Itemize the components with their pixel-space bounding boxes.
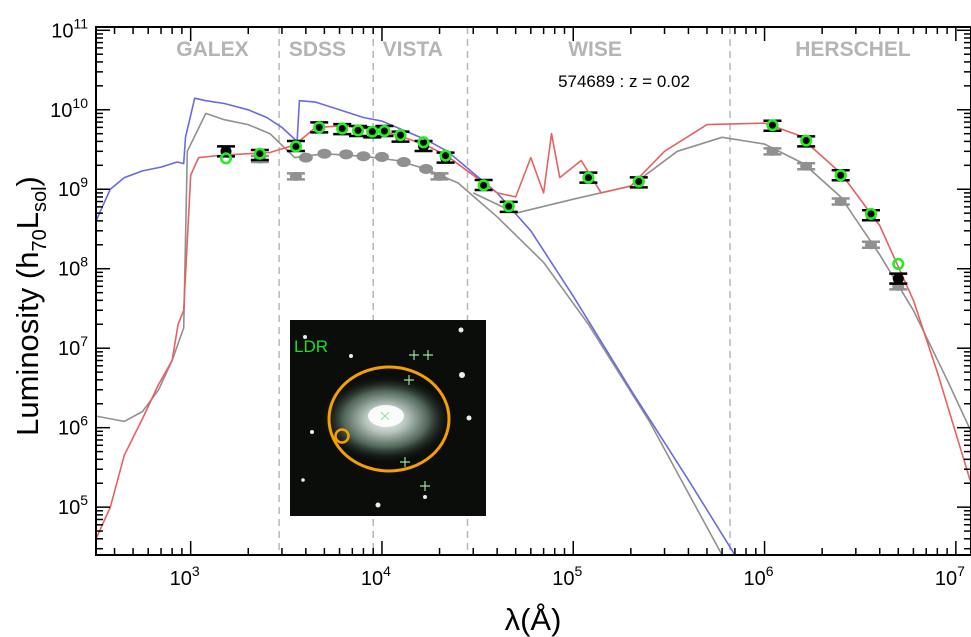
grey-continuum-point bbox=[298, 152, 313, 163]
inset-small-aperture bbox=[334, 428, 350, 444]
model-photometry-point bbox=[864, 207, 878, 220]
band-label-sdss: SDSS bbox=[289, 38, 346, 61]
inset-image: LDR bbox=[290, 320, 486, 516]
y-tick-label: 1010 bbox=[50, 95, 88, 122]
observed-photometry-point bbox=[892, 273, 904, 285]
model-photometry-point bbox=[351, 124, 365, 137]
x-axis-title: λ(Å) bbox=[505, 602, 562, 637]
model-photometry-point bbox=[219, 152, 233, 165]
grey-continuum-point bbox=[396, 157, 411, 168]
grey-photometry-point bbox=[864, 240, 877, 250]
model-photometry-point bbox=[766, 119, 779, 132]
model-photometry-point bbox=[289, 140, 303, 153]
x-tick-label: 104 bbox=[361, 563, 391, 590]
x-tick-label: 103 bbox=[170, 563, 200, 590]
y-tick-label: 108 bbox=[58, 254, 88, 281]
unattenuated-model-curve bbox=[96, 97, 736, 555]
comparison-model-curve bbox=[96, 112, 723, 555]
band-label-galex: GALEX bbox=[176, 38, 248, 61]
grey-photometry-point bbox=[433, 171, 446, 181]
model-photometry-point bbox=[439, 149, 452, 162]
grey-photometry-point bbox=[800, 161, 813, 171]
inset-galaxy-core bbox=[368, 405, 404, 427]
grey-continuum-point bbox=[339, 149, 354, 160]
grey-photometry-point bbox=[289, 171, 302, 181]
model-photometry-point bbox=[378, 124, 391, 138]
plot-frame bbox=[95, 26, 971, 556]
model-curves bbox=[96, 97, 971, 555]
band-label-vista: VISTA bbox=[383, 38, 443, 61]
y-tick-label: 1011 bbox=[51, 15, 88, 42]
band-label-herschel: HERSCHEL bbox=[795, 38, 911, 61]
grey-continuum-point bbox=[419, 163, 434, 174]
model-photometry-point bbox=[417, 136, 430, 149]
y-axis-title: Luminosity (h70Lsol) bbox=[10, 176, 51, 436]
model-photometry-point bbox=[313, 121, 326, 134]
band-label-wise: WISE bbox=[568, 38, 622, 61]
grey-photometry-point bbox=[766, 146, 779, 156]
model-photometry-point bbox=[834, 169, 847, 182]
survey-bands: GALEX SDSS VISTA WISE HERSCHEL bbox=[176, 27, 911, 555]
model-photometry-point bbox=[502, 200, 515, 213]
x-tick-label: 107 bbox=[935, 563, 965, 590]
x-tick-label: 106 bbox=[744, 563, 774, 590]
inset-aperture-ellipse bbox=[327, 365, 451, 473]
model-photometry-point bbox=[336, 122, 349, 135]
photometry-markers bbox=[216, 119, 908, 291]
axis-ticks: 103 104 105 106 107 105 106 107 108 109 1010 1011 bbox=[50, 15, 971, 590]
y-tick-label: 109 bbox=[58, 174, 88, 201]
model-photometry-point bbox=[892, 257, 905, 270]
grey-continuum-point bbox=[356, 151, 371, 162]
object-annotation: 574689 : z = 0.02 bbox=[558, 72, 690, 91]
attenuated-model-curve bbox=[96, 122, 971, 540]
y-tick-label: 105 bbox=[58, 492, 88, 519]
inset-crosshair-marks bbox=[380, 350, 433, 491]
model-photometry-point bbox=[477, 179, 490, 192]
y-tick-label: 107 bbox=[58, 333, 88, 360]
model-photometry-point bbox=[253, 147, 266, 160]
model-photometry-point bbox=[800, 134, 813, 147]
grey-continuum-point bbox=[374, 151, 389, 162]
model-photometry-point bbox=[366, 125, 379, 138]
model-photometry-point bbox=[632, 175, 645, 188]
grey-photometry-point bbox=[834, 197, 847, 207]
comparison-dust-curve bbox=[472, 136, 971, 432]
y-tick-label: 106 bbox=[58, 413, 88, 440]
inset-survey-label: LDR bbox=[294, 337, 328, 356]
model-photometry-point bbox=[394, 129, 407, 142]
inset-stars bbox=[301, 327, 472, 508]
x-tick-label: 105 bbox=[552, 563, 582, 590]
grey-continuum-point bbox=[317, 148, 332, 159]
model-photometry-point bbox=[582, 171, 595, 184]
